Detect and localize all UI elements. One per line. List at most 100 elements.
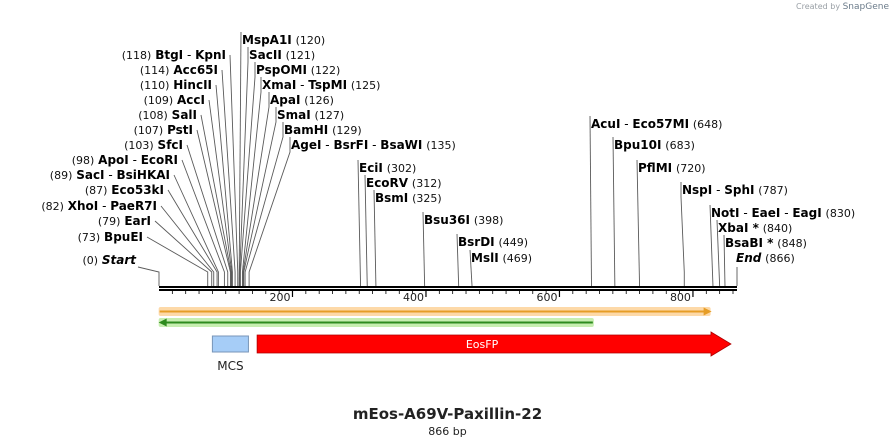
site-label-text: XmaI - TspMI (125) bbox=[262, 78, 380, 92]
site-pspomi[interactable]: PspOMI (122) bbox=[256, 63, 340, 77]
eosfp-label: EosFP bbox=[466, 338, 499, 351]
site-label-text: (109) AccI bbox=[144, 93, 205, 107]
site-name: BsiHKAI bbox=[117, 168, 171, 182]
site-name: ApoI bbox=[98, 153, 129, 167]
site-name: SalI bbox=[172, 108, 197, 122]
site-name-separator: - bbox=[780, 206, 792, 220]
site-noti[interactable]: NotI - EaeI - EagI (830) bbox=[711, 206, 855, 220]
site-leader-line bbox=[200, 114, 232, 286]
site-eari[interactable]: (79) EarI bbox=[98, 214, 151, 228]
site-position: (398) bbox=[474, 214, 504, 227]
site-smai[interactable]: SmaI (127) bbox=[277, 108, 344, 122]
site-name-separator: - bbox=[296, 78, 308, 92]
site-ecorv[interactable]: EcoRV (312) bbox=[366, 176, 442, 190]
mcs-feature[interactable] bbox=[211, 335, 249, 353]
site-position: (135) bbox=[426, 139, 456, 152]
site-position: (302) bbox=[387, 162, 417, 175]
site-position: (103) bbox=[124, 139, 154, 152]
site-leader-line bbox=[146, 236, 209, 286]
site-name: SacI bbox=[76, 168, 104, 182]
site-bsmi[interactable]: BsmI (325) bbox=[375, 191, 442, 205]
site-label-text: (108) SalI bbox=[138, 108, 197, 122]
site-btgi[interactable]: (118) BtgI - KpnI bbox=[122, 48, 226, 62]
site-label-text: ApaI (126) bbox=[270, 93, 334, 107]
site-position: (98) bbox=[72, 154, 95, 167]
site-label-text: PspOMI (122) bbox=[256, 63, 340, 77]
site-bpuei[interactable]: (73) BpuEI bbox=[78, 230, 143, 244]
site-xmai[interactable]: XmaI - TspMI (125) bbox=[262, 78, 380, 92]
site-position: (109) bbox=[144, 94, 174, 107]
map-title: mEos-A69V-Paxillin-22 bbox=[352, 405, 543, 423]
site-pflmi[interactable]: PflMI (720) bbox=[638, 161, 706, 175]
site-psti[interactable]: (107) PstI bbox=[134, 123, 193, 137]
eosfp-feature-arrow[interactable] bbox=[256, 331, 732, 357]
site-end[interactable]: End (866) bbox=[736, 251, 795, 265]
site-name: AccI bbox=[177, 93, 205, 107]
site-name: BsrFI bbox=[333, 138, 368, 152]
site-hincii[interactable]: (110) HincII bbox=[140, 78, 212, 92]
site-label-text: BsrDI (449) bbox=[458, 235, 528, 249]
site-name: BpuEI bbox=[104, 230, 143, 244]
site-leader-line bbox=[160, 205, 215, 286]
site-name: XmaI bbox=[262, 78, 296, 92]
site-name: EciI bbox=[359, 161, 383, 175]
site-name: NotI bbox=[711, 206, 740, 220]
site-leader-line bbox=[208, 99, 233, 286]
site-acc65i[interactable]: (114) Acc65I bbox=[140, 63, 218, 77]
site-label-text: NotI - EaeI - EagI (830) bbox=[711, 206, 855, 220]
site-name: SmaI bbox=[277, 108, 311, 122]
site-leader-line bbox=[709, 204, 714, 287]
site-xhoi[interactable]: (82) XhoI - PaeR7I bbox=[41, 199, 157, 213]
site-leader-line bbox=[243, 107, 277, 286]
site-label-text: XbaI * (840) bbox=[718, 221, 792, 235]
site-leader-line bbox=[154, 220, 213, 286]
site-leader-line bbox=[422, 211, 426, 287]
site-name: PspOMI bbox=[256, 63, 307, 77]
site-name: BsaBI * bbox=[725, 236, 774, 250]
site-apai[interactable]: ApaI (126) bbox=[270, 93, 334, 107]
site-sacii[interactable]: SacII (121) bbox=[249, 48, 315, 62]
site-name: Eco57MI bbox=[632, 117, 689, 131]
site-acui[interactable]: AcuI - Eco57MI (648) bbox=[591, 117, 722, 131]
site-sfci[interactable]: (103) SfcI bbox=[124, 138, 183, 152]
snapgene-logo-text: SnapGene bbox=[842, 2, 889, 12]
site-bsrdi[interactable]: BsrDI (449) bbox=[458, 235, 528, 249]
site-position: (114) bbox=[140, 64, 170, 77]
site-leader-line bbox=[244, 122, 284, 286]
site-position: (127) bbox=[315, 109, 345, 122]
site-bamhi[interactable]: BamHI (129) bbox=[284, 123, 362, 137]
site-bsu36i[interactable]: Bsu36I (398) bbox=[424, 213, 503, 227]
site-name: EaeI bbox=[751, 206, 780, 220]
site-name: TspMI bbox=[308, 78, 347, 92]
site-eco53ki[interactable]: (87) Eco53kI bbox=[85, 183, 164, 197]
site-name-separator: - bbox=[620, 117, 632, 131]
site-label-text: (87) Eco53kI bbox=[85, 183, 164, 197]
site-leader-line bbox=[167, 189, 218, 286]
site-bsabi[interactable]: BsaBI * (848) bbox=[725, 236, 807, 250]
site-label-text: (98) ApoI - EcoRI bbox=[72, 153, 178, 167]
site-apoi[interactable]: (98) ApoI - EcoRI bbox=[72, 153, 178, 167]
site-name-separator: - bbox=[183, 48, 195, 62]
tick-label: 800 bbox=[670, 291, 691, 304]
site-agei[interactable]: AgeI - BsrFI - BsaWI (135) bbox=[291, 138, 456, 152]
site-bpu10i[interactable]: Bpu10I (683) bbox=[614, 138, 695, 152]
site-leader-line bbox=[716, 219, 721, 287]
site-leader-line bbox=[238, 31, 242, 287]
site-start[interactable]: (0) Start bbox=[82, 253, 137, 267]
site-leader-line bbox=[373, 189, 377, 287]
site-ecii[interactable]: EciI (302) bbox=[359, 161, 416, 175]
ruler-band-inner bbox=[159, 288, 737, 289]
site-name: Eco53kI bbox=[111, 183, 164, 197]
site-sali[interactable]: (108) SalI bbox=[138, 108, 197, 122]
site-mspa1i[interactable]: MspA1I (120) bbox=[242, 33, 325, 47]
site-acci[interactable]: (109) AccI bbox=[144, 93, 205, 107]
site-name: XhoI bbox=[68, 199, 99, 213]
site-label-text: AgeI - BsrFI - BsaWI (135) bbox=[291, 138, 456, 152]
site-saci[interactable]: (89) SacI - BsiHKAI bbox=[50, 168, 170, 182]
site-nspi[interactable]: NspI - SphI (787) bbox=[682, 183, 788, 197]
site-xbai[interactable]: XbaI * (840) bbox=[718, 221, 792, 235]
site-msli[interactable]: MslI (469) bbox=[471, 251, 532, 265]
restriction-site-labels: (0) Start (73) BpuEI (79) EarI(82) XhoI - … bbox=[41, 33, 855, 267]
site-name-separator: - bbox=[321, 138, 333, 152]
site-position: (648) bbox=[693, 118, 723, 131]
